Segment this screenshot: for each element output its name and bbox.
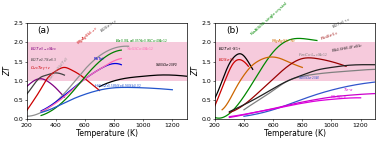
Bar bbox=[215, 42, 375, 81]
Text: $Bi_2Te_{2.7}Se_{0.3}$: $Bi_2Te_{2.7}Se_{0.3}$ bbox=[30, 57, 57, 64]
Text: $MnSi_{1.x}$: $MnSi_{1.x}$ bbox=[330, 93, 347, 101]
Text: PbTeI: PbTeI bbox=[94, 57, 104, 61]
Text: (a): (a) bbox=[38, 26, 50, 35]
Text: $Cu_xTe_{y+z}$: $Cu_xTe_{y+z}$ bbox=[30, 64, 51, 73]
Text: $Bi_2Te_3\!\cdot\!S_{1+}$: $Bi_2Te_3\!\cdot\!S_{1+}$ bbox=[218, 45, 242, 53]
Text: $MgAgSb_{1-x}$: $MgAgSb_{1-x}$ bbox=[74, 25, 100, 47]
Text: $Fe_xCo_{4-x}Sb_{12}$: $Fe_xCo_{4-x}Sb_{12}$ bbox=[298, 52, 328, 60]
X-axis label: Temperature (K): Temperature (K) bbox=[264, 129, 326, 138]
Bar bbox=[26, 42, 187, 81]
Text: $Yb_{0.3}Co_4Sb_{12}$: $Yb_{0.3}Co_4Sb_{12}$ bbox=[126, 45, 154, 53]
Text: $Pb_xSe_{0.x}$: $Pb_xSe_{0.x}$ bbox=[319, 29, 340, 43]
Text: $MgAgSb\!\cdot\!Yb$: $MgAgSb\!\cdot\!Yb$ bbox=[271, 37, 296, 45]
X-axis label: Temperature (K): Temperature (K) bbox=[76, 129, 138, 138]
Text: $Si_{80}Ge_{20}P_2$: $Si_{80}Ge_{20}P_2$ bbox=[155, 61, 178, 69]
Text: $Te\!\cdot\!x$: $Te\!\cdot\!x$ bbox=[343, 85, 354, 92]
Text: NaAlSiSb single crystal: NaAlSiSb single crystal bbox=[250, 1, 288, 36]
Text: $Si_{80}Ge_{20}B$: $Si_{80}Ge_{20}B$ bbox=[298, 74, 320, 81]
Text: $Hf_{0.5}Zr_{0.5}NiSn_{0.98}Sb_{0.02}$: $Hf_{0.5}Zr_{0.5}NiSn_{0.98}Sb_{0.02}$ bbox=[94, 83, 142, 90]
Text: $Bi_2Te_{3-x}Sb_x$: $Bi_2Te_{3-x}Sb_x$ bbox=[30, 45, 57, 53]
Text: $Bi_2Se_{3+x}$: $Bi_2Se_{3+x}$ bbox=[99, 17, 119, 35]
Text: (b): (b) bbox=[226, 26, 239, 35]
Y-axis label: ZT: ZT bbox=[3, 66, 12, 76]
Text: $Bi_2Se_{0.3}$: $Bi_2Se_{0.3}$ bbox=[218, 57, 235, 64]
Text: $Ba_{0.08}La_{0.05}Yb_{0.04}Co_4Sb_{12}$: $Ba_{0.08}La_{0.05}Yb_{0.04}Co_4Sb_{12}$ bbox=[115, 37, 167, 45]
Text: $Bi_2Te_{3+x}$: $Bi_2Te_{3+x}$ bbox=[330, 15, 352, 31]
Text: $Nb_{0.6}Hf_{0.4}FeSb$: $Nb_{0.6}Hf_{0.4}FeSb$ bbox=[330, 42, 363, 55]
Text: $GeTe\!-\!Sb_2Te_3$: $GeTe\!-\!Sb_2Te_3$ bbox=[46, 55, 71, 83]
Y-axis label: ZT: ZT bbox=[191, 66, 200, 76]
